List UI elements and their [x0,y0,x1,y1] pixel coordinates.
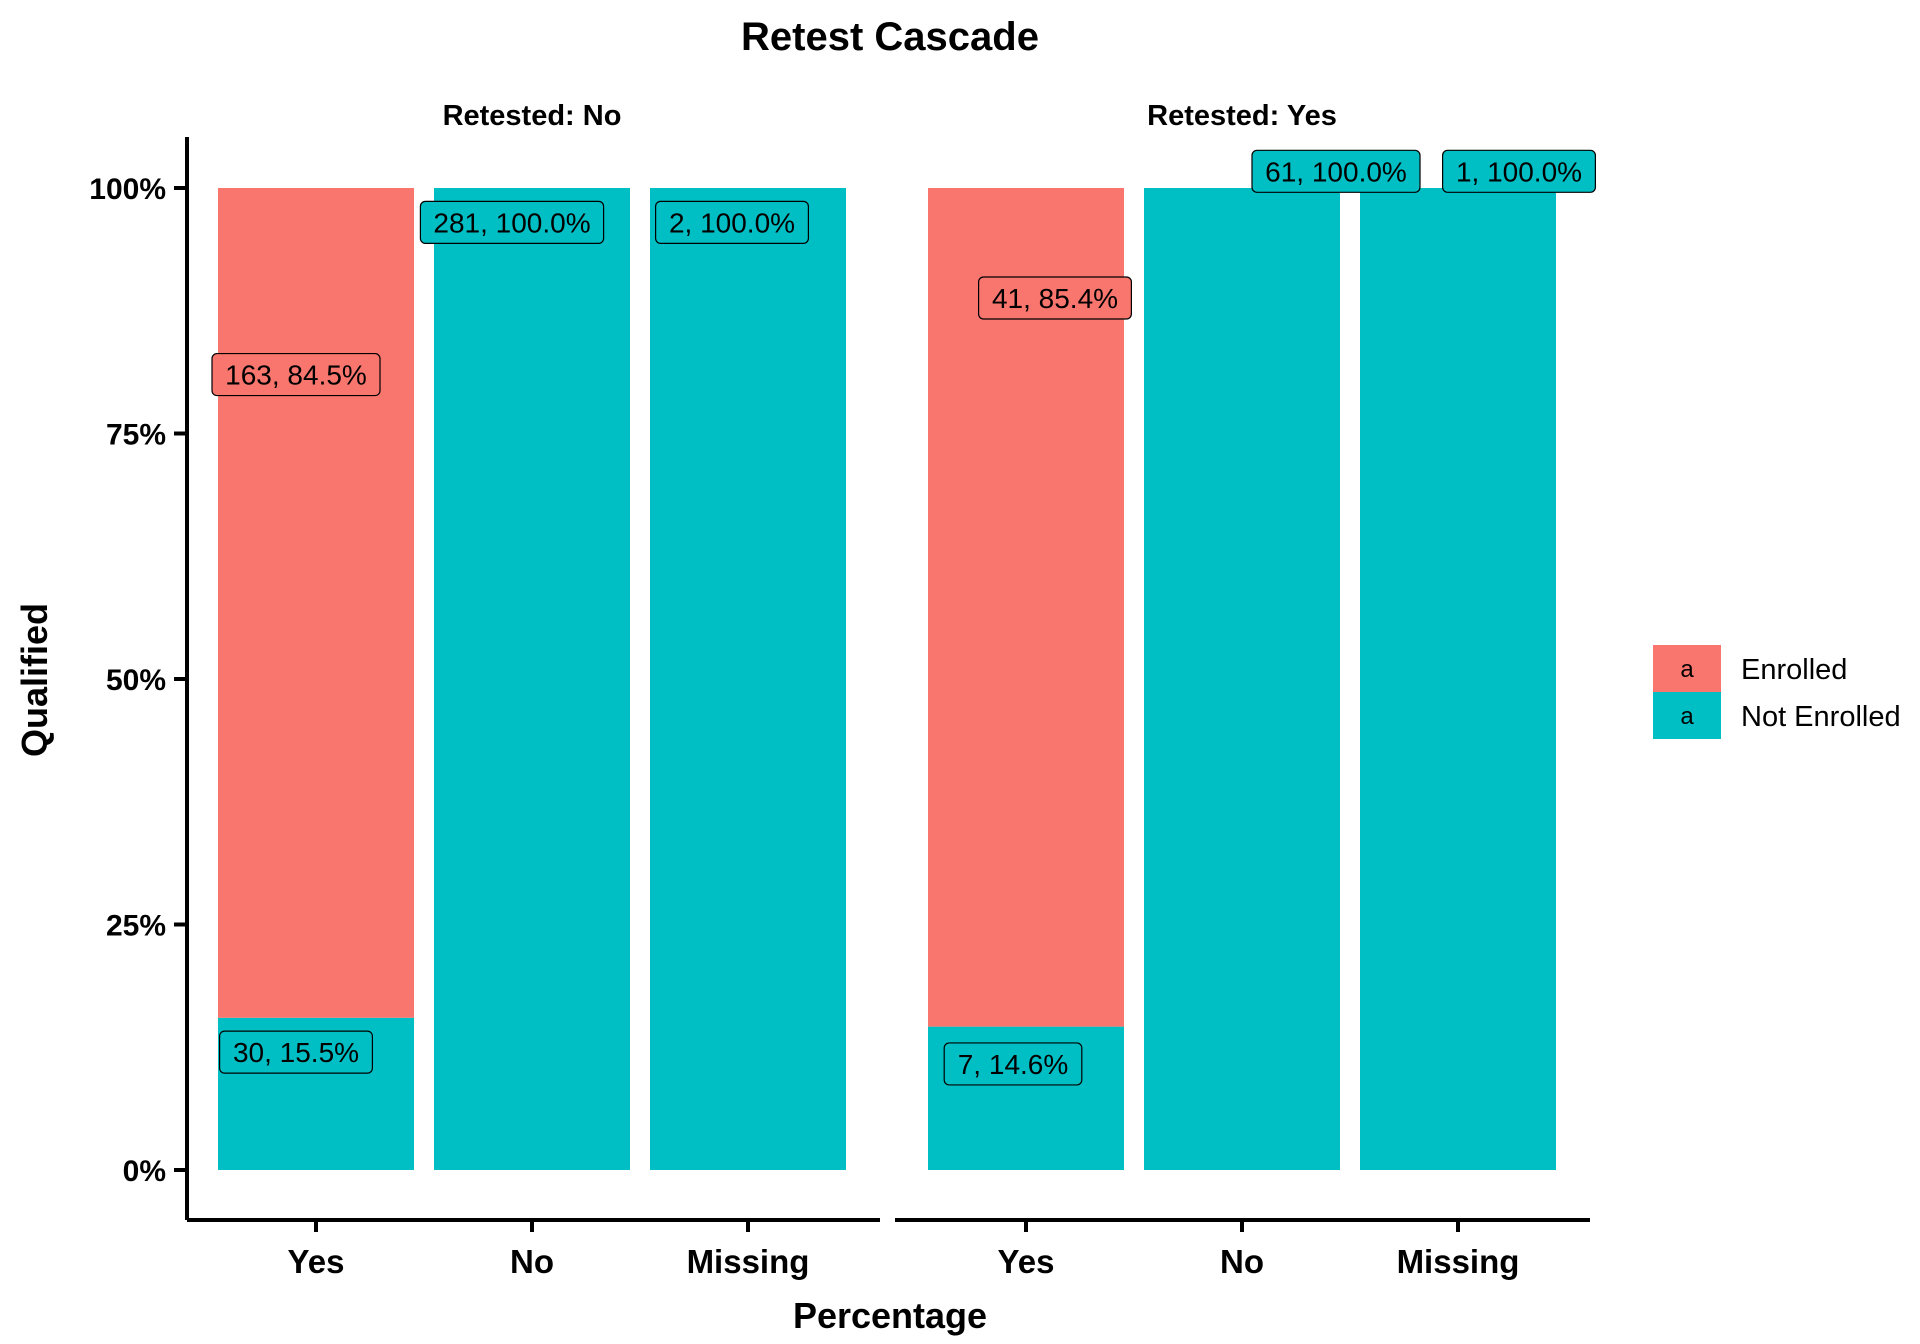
legend-key-glyph: a [1680,703,1694,730]
data-label-box [211,352,381,397]
y-tick-label: 50% [106,664,166,697]
legend-label: Not Enrolled [1741,701,1901,733]
y-axis-label: Qualified [14,603,55,757]
legend: a Enrolled a Not Enrolled [1653,645,1901,739]
data-label-box [1251,149,1421,193]
data-label: 41, 85.4% [992,283,1118,314]
data-label-box [943,1042,1083,1086]
data-label: 7, 14.6% [958,1049,1069,1080]
y-tick-label: 100% [89,173,166,206]
data-label-box [977,276,1132,320]
x-tick-label: No [1220,1243,1264,1280]
data-label-box [419,200,605,244]
bar-not-enrolled [434,188,630,1170]
data-label: 281, 100.0% [433,207,590,238]
x-tick-label: Missing [1397,1243,1520,1280]
x-tick-label: Missing [687,1243,810,1280]
legend-label: Enrolled [1741,654,1847,686]
bar-not-enrolled [650,188,846,1170]
facet-strip-label: Retested: No [443,100,622,132]
legend-key-not-enrolled [1653,692,1721,739]
bar-not-enrolled [1360,188,1556,1170]
data-label: 163, 84.5% [225,360,367,391]
data-label-box [654,200,809,244]
data-label: 30, 15.5% [233,1037,359,1068]
x-tick-label: No [510,1243,554,1280]
data-label: 61, 100.0% [1265,156,1407,187]
bar-enrolled [218,188,414,1018]
y-tick-label: 0% [123,1155,166,1188]
bar-enrolled [928,188,1124,1027]
plot-area: 0% 25% 50% 75% 100% Retested: No Yes No Missing R… [89,100,1596,1280]
y-tick-label: 75% [106,419,166,452]
facet-strip-label: Retested: Yes [1147,100,1337,132]
legend-key-glyph: a [1680,656,1694,683]
legend-key-enrolled [1653,645,1721,692]
data-label: 2, 100.0% [669,207,795,238]
x-tick-label: Yes [998,1243,1055,1280]
data-label-box [219,1030,374,1074]
x-axis-label: Percentage [793,1295,987,1336]
y-tick-label: 25% [106,910,166,943]
data-label-box [1441,149,1596,193]
bar-not-enrolled [1144,188,1340,1170]
x-tick-label: Yes [288,1243,345,1280]
data-label: 1, 100.0% [1456,156,1582,187]
chart-title: Retest Cascade [741,15,1039,59]
